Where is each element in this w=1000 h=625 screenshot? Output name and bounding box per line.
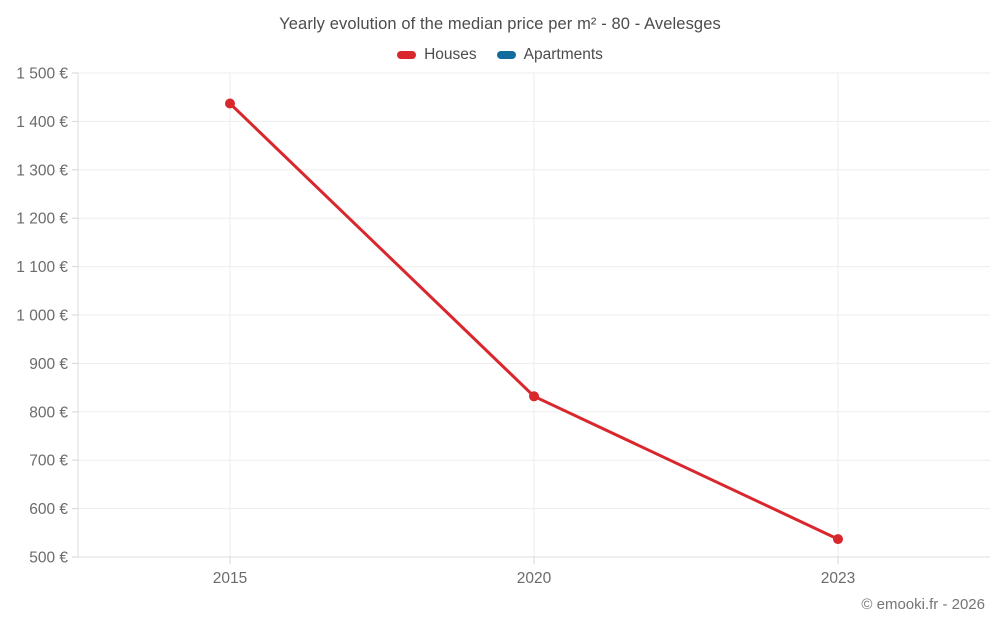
legend-item-apartments[interactable]: Apartments (496, 46, 603, 64)
data-point-houses-2020[interactable] (529, 391, 539, 402)
y-axis-tick-label: 900 € (29, 356, 68, 373)
y-axis-tick-label: 600 € (29, 501, 68, 518)
y-axis-tick-label: 1 000 € (16, 308, 68, 325)
y-axis-tick-label: 1 200 € (16, 211, 68, 228)
legend-swatch-apartments-icon (496, 51, 516, 59)
legend-swatch-houses-icon (397, 51, 417, 59)
legend-label-apartments: Apartments (523, 46, 603, 63)
data-point-houses-2023[interactable] (833, 534, 843, 545)
y-axis-tick-label: 700 € (29, 453, 68, 470)
chart-title: Yearly evolution of the median price per… (279, 15, 721, 33)
legend-item-houses[interactable]: Houses (397, 46, 477, 64)
y-axis-tick-label: 1 300 € (16, 162, 68, 179)
copyright-credit: © emooki.fr - 2026 (861, 596, 985, 613)
legend-label-houses: Houses (424, 46, 477, 63)
y-axis-tick-label: 800 € (29, 404, 68, 421)
y-axis-tick-label: 500 € (29, 550, 68, 567)
data-point-houses-2015[interactable] (225, 98, 235, 109)
y-axis-tick-label: 1 400 € (16, 114, 68, 131)
x-axis-tick-label: 2023 (821, 570, 855, 587)
chart-legend: Houses Apartments (0, 46, 1000, 64)
x-axis-tick-label: 2015 (213, 570, 247, 587)
x-axis-tick-label: 2020 (517, 570, 552, 587)
y-axis-tick-label: 1 500 € (16, 66, 68, 83)
y-axis-tick-label: 1 100 € (16, 259, 68, 276)
